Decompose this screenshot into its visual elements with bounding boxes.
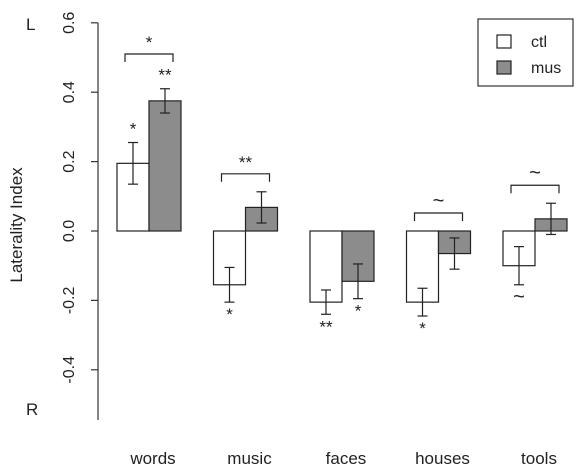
- significance-mark-ctl-tools: ~: [513, 286, 525, 308]
- y-axis: 0.6 0.4 0.2 0.0 -0.2 -0.4: [61, 12, 99, 420]
- comparison-mark-houses: ~: [433, 190, 445, 212]
- legend: ctl mus: [477, 18, 574, 87]
- comparison-bracket-words: [124, 53, 174, 62]
- legend-label-ctl: ctl: [531, 34, 547, 51]
- y-tick-label: 0.2: [61, 150, 78, 172]
- significance-mark-ctl-music: *: [226, 305, 233, 324]
- y-end-label-left: L: [26, 15, 35, 34]
- comparison-bracket-tools: [510, 184, 560, 194]
- legend-swatch-mus: [496, 60, 512, 75]
- significance-mark-mus-words: **: [158, 66, 172, 85]
- y-axis-label: Laterality Index: [7, 167, 26, 283]
- significance-mark-mus-faces: *: [355, 302, 362, 321]
- bars: [116, 100, 568, 303]
- significance-mark-ctl-words: *: [130, 120, 137, 139]
- legend-label-mus: mus: [531, 60, 561, 77]
- category-label-faces: faces: [326, 449, 367, 468]
- category-label-houses: houses: [415, 449, 470, 468]
- comparison-mark-music: **: [239, 153, 253, 172]
- legend-swatch-ctl: [496, 34, 512, 49]
- significance-marks: ***********~~~: [124, 33, 560, 338]
- category-label-tools: tools: [521, 449, 557, 468]
- significance-mark-ctl-faces: **: [319, 317, 333, 336]
- comparison-mark-tools: ~: [529, 162, 541, 184]
- y-end-label-right: R: [26, 400, 38, 419]
- comparison-bracket-music: [220, 173, 271, 182]
- y-tick-label: 0.4: [61, 81, 78, 103]
- category-label-music: music: [227, 449, 272, 468]
- category-label-words: words: [129, 449, 175, 468]
- y-tick-label: -0.2: [61, 287, 78, 315]
- y-tick-label: -0.4: [61, 356, 78, 384]
- error-bars: [128, 88, 556, 317]
- category-labels: words music faces houses tools: [129, 449, 557, 468]
- comparison-mark-words: *: [146, 33, 153, 52]
- bar-mus-words: [148, 100, 182, 232]
- significance-mark-ctl-houses: *: [419, 319, 426, 338]
- comparison-bracket-houses: [413, 212, 464, 221]
- y-tick-label: 0.6: [61, 12, 78, 34]
- y-tick-label: 0.0: [61, 220, 78, 242]
- legend-box: [477, 18, 574, 87]
